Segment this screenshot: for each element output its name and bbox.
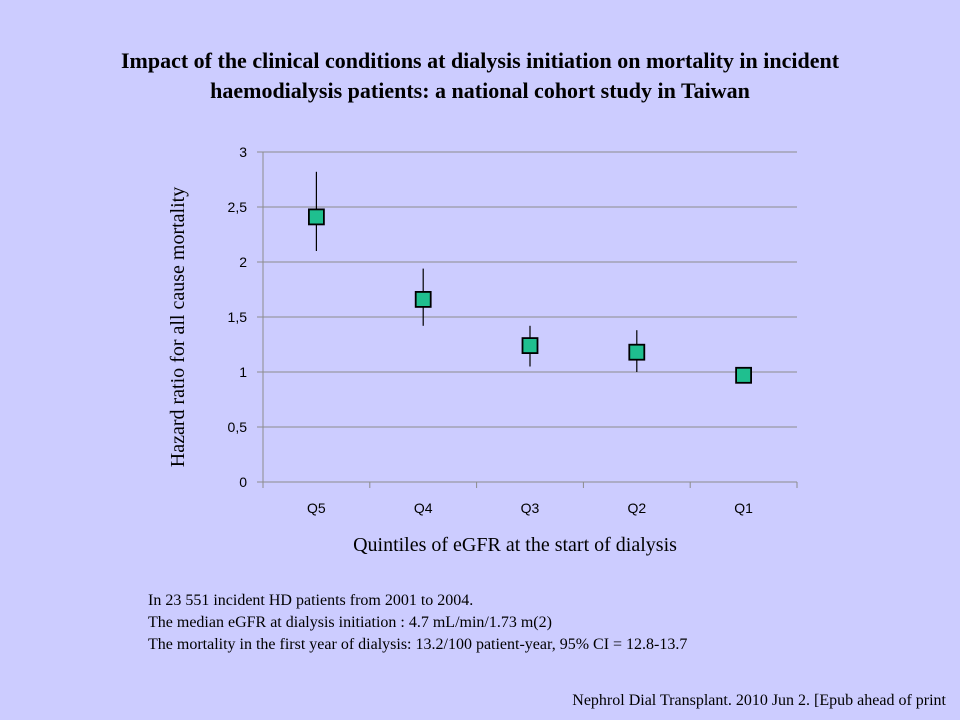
x-tick-label: Q2: [627, 500, 646, 516]
y-tick-label: 1: [239, 364, 247, 380]
y-tick-label: 3: [239, 144, 247, 160]
note-median-egfr: The median eGFR at dialysis initiation :…: [148, 614, 552, 631]
grid-lines: [263, 151, 797, 428]
x-tick-labels: Q5 Q4 Q3 Q2 Q1: [307, 500, 753, 516]
x-tick-label: Q3: [521, 500, 540, 516]
data-point: [521, 337, 539, 355]
data-points: [307, 208, 752, 384]
y-tick-labels: 0 0,5 1 1,5 2 2,5 3: [228, 144, 248, 490]
citation: Nephrol Dial Transplant. 2010 Jun 2. [Ep…: [572, 692, 946, 709]
axes: [257, 151, 798, 488]
study-notes: In 23 551 incident HD patients from 2001…: [148, 590, 687, 656]
note-patients: In 23 551 incident HD patients from 2001…: [148, 592, 474, 609]
note-mortality: The mortality in the first year of dialy…: [148, 636, 688, 653]
data-point: [735, 366, 752, 384]
title-line-2: haemodialysis patients: a national cohor…: [210, 78, 750, 103]
y-tick-label: 0,5: [228, 419, 248, 435]
x-tick-label: Q4: [414, 500, 433, 516]
y-axis-label: Hazard ratio for all cause mortality: [167, 187, 189, 467]
y-tick-label: 2,5: [228, 199, 248, 215]
y-tick-label: 2: [239, 254, 247, 270]
data-point: [307, 208, 325, 226]
title-line-1: Impact of the clinical conditions at dia…: [120, 48, 840, 73]
confidence-intervals: [315, 171, 638, 372]
x-tick-label: Q1: [734, 500, 753, 516]
chart-title: Impact of the clinical conditions at dia…: [20, 46, 940, 106]
x-tick-label: Q5: [307, 500, 326, 516]
x-axis-label: Quintiles of eGFR at the start of dialys…: [353, 534, 677, 556]
data-point: [414, 290, 432, 308]
data-point: [628, 343, 646, 361]
y-tick-label: 0: [239, 474, 247, 490]
y-tick-label: 1,5: [228, 309, 248, 325]
